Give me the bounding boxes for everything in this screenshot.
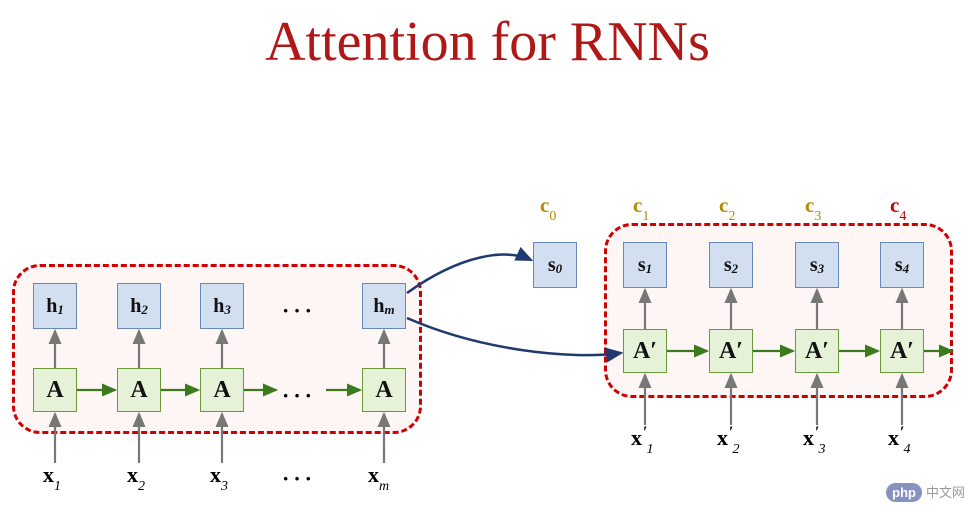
decoder-a-cell: A′ [795,329,839,373]
encoder-a-cell: A [117,368,161,412]
context-label: c3 [805,193,821,222]
decoder-s0-cell: s0 [533,242,577,288]
encoder-a-cell: A [362,368,406,412]
encoder-h-cell: hm [362,283,406,329]
decoder-s-cell: s3 [795,242,839,288]
encoder-x-label: x3 [210,462,228,492]
encoder-a-cell: A [200,368,244,412]
dots: ··· [282,298,316,324]
watermark: php 中文网 [886,482,965,501]
encoder-x-label: x2 [127,462,145,492]
decoder-x-label: x′4 [888,425,911,455]
encoder-h-cell: h1 [33,283,77,329]
encoder-h-cell: h2 [117,283,161,329]
encoder-x-label: x1 [43,462,61,492]
watermark-badge: php [886,483,922,502]
context-label: c1 [633,193,649,222]
context-label: c0 [540,193,556,222]
context-label: c2 [719,193,735,222]
decoder-a-cell: A′ [880,329,924,373]
encoder-h-cell: h3 [200,283,244,329]
decoder-x-label: x′3 [803,425,826,455]
decoder-s-cell: s2 [709,242,753,288]
watermark-text: 中文网 [926,485,965,500]
decoder-a-cell: A′ [623,329,667,373]
dots: ··· [282,466,316,492]
decoder-s-cell: s4 [880,242,924,288]
decoder-s-cell: s1 [623,242,667,288]
context-label: c4 [890,193,906,222]
decoder-a-cell: A′ [709,329,753,373]
decoder-x-label: x′1 [631,425,654,455]
encoder-a-cell: A [33,368,77,412]
page-title: Attention for RNNs [0,10,975,74]
dots: ··· [282,383,316,409]
decoder-x-label: x′2 [717,425,740,455]
encoder-x-label: xm [368,462,389,492]
